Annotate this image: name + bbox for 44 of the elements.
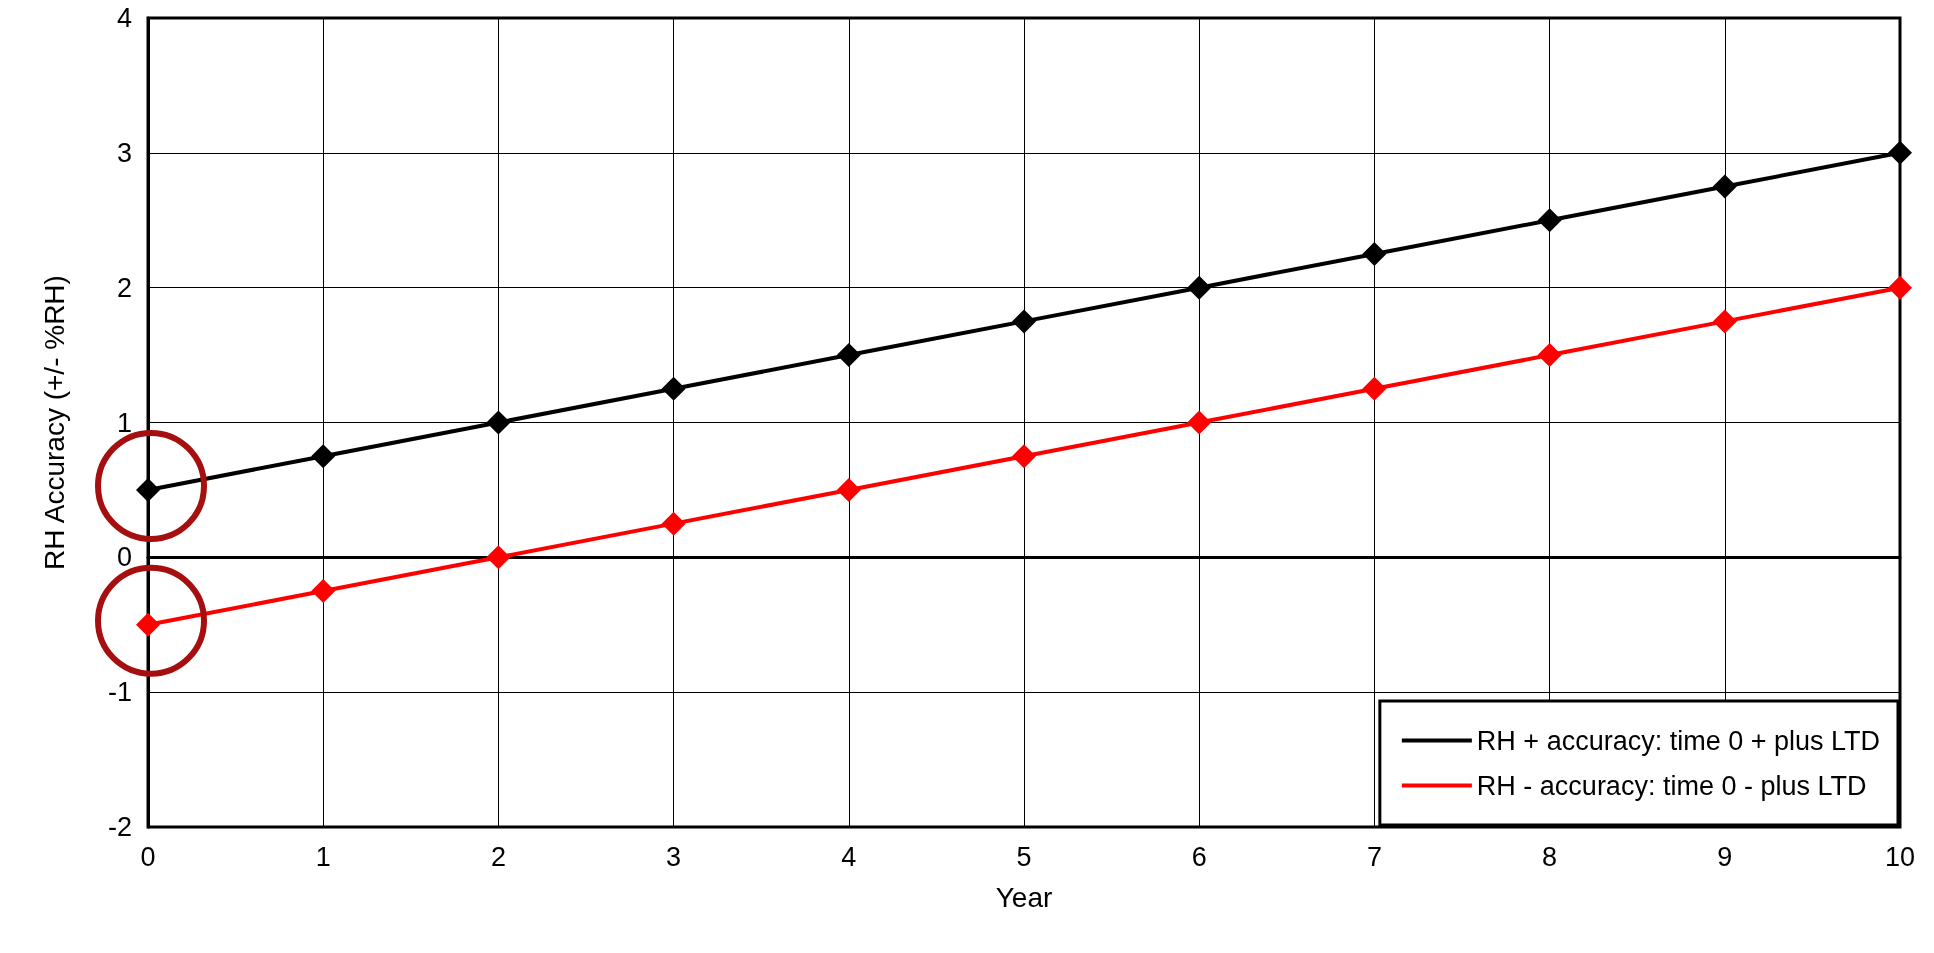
point — [836, 343, 861, 368]
point — [136, 477, 160, 502]
point — [836, 477, 861, 502]
point — [1187, 275, 1212, 300]
point — [1362, 241, 1387, 266]
point — [1012, 309, 1036, 334]
point — [1537, 343, 1562, 368]
x-tick-label: 7 — [1366, 841, 1382, 872]
x-tick-label: 0 — [140, 841, 156, 872]
legend-label: RH - accuracy: time 0 - plus LTD — [1476, 770, 1867, 801]
point — [1712, 174, 1737, 199]
point — [1888, 275, 1912, 300]
point — [311, 579, 336, 604]
y-tick-label: -2 — [107, 812, 132, 842]
point — [136, 612, 160, 637]
x-tick-label: 8 — [1542, 841, 1558, 872]
x-tick-label: 10 — [1884, 841, 1916, 872]
x-tick-label: 3 — [666, 841, 682, 872]
point — [1362, 376, 1387, 401]
y-axis-title: RH Accuracy (+/- %RH) — [38, 275, 70, 570]
point — [486, 410, 511, 435]
x-axis-title: Year — [995, 881, 1053, 913]
point — [1888, 140, 1912, 165]
x-tick-label: 1 — [315, 841, 331, 872]
x-tick-label: 5 — [1016, 841, 1032, 872]
x-tick-label: 9 — [1717, 841, 1733, 872]
point — [1187, 410, 1212, 435]
y-tick-label: -1 — [107, 677, 132, 708]
x-tick-label: 6 — [1191, 841, 1207, 872]
y-tick-label: 4 — [116, 3, 132, 33]
point — [1537, 208, 1562, 233]
y-tick-label: 2 — [116, 272, 132, 303]
point — [661, 511, 686, 536]
legend-label: RH + accuracy: time 0 + plus LTD — [1476, 725, 1881, 756]
x-tick-label: 2 — [490, 841, 506, 872]
y-tick-label: 0 — [116, 542, 132, 573]
point — [486, 545, 511, 570]
y-tick-label: 1 — [116, 407, 132, 438]
point — [1012, 444, 1036, 469]
x-tick-label: 4 — [841, 841, 857, 872]
point — [311, 444, 336, 469]
point — [1712, 309, 1737, 334]
point — [661, 376, 686, 401]
y-tick-label: 3 — [116, 137, 132, 168]
